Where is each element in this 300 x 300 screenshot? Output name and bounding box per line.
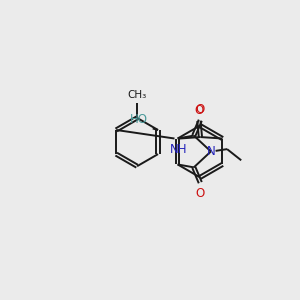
Text: NH: NH (169, 142, 187, 156)
Text: HO: HO (130, 113, 148, 126)
Text: CH₃: CH₃ (128, 90, 147, 100)
Text: N: N (207, 145, 216, 158)
Text: O: O (196, 187, 205, 200)
Text: O: O (196, 103, 205, 116)
Text: O: O (194, 104, 204, 117)
